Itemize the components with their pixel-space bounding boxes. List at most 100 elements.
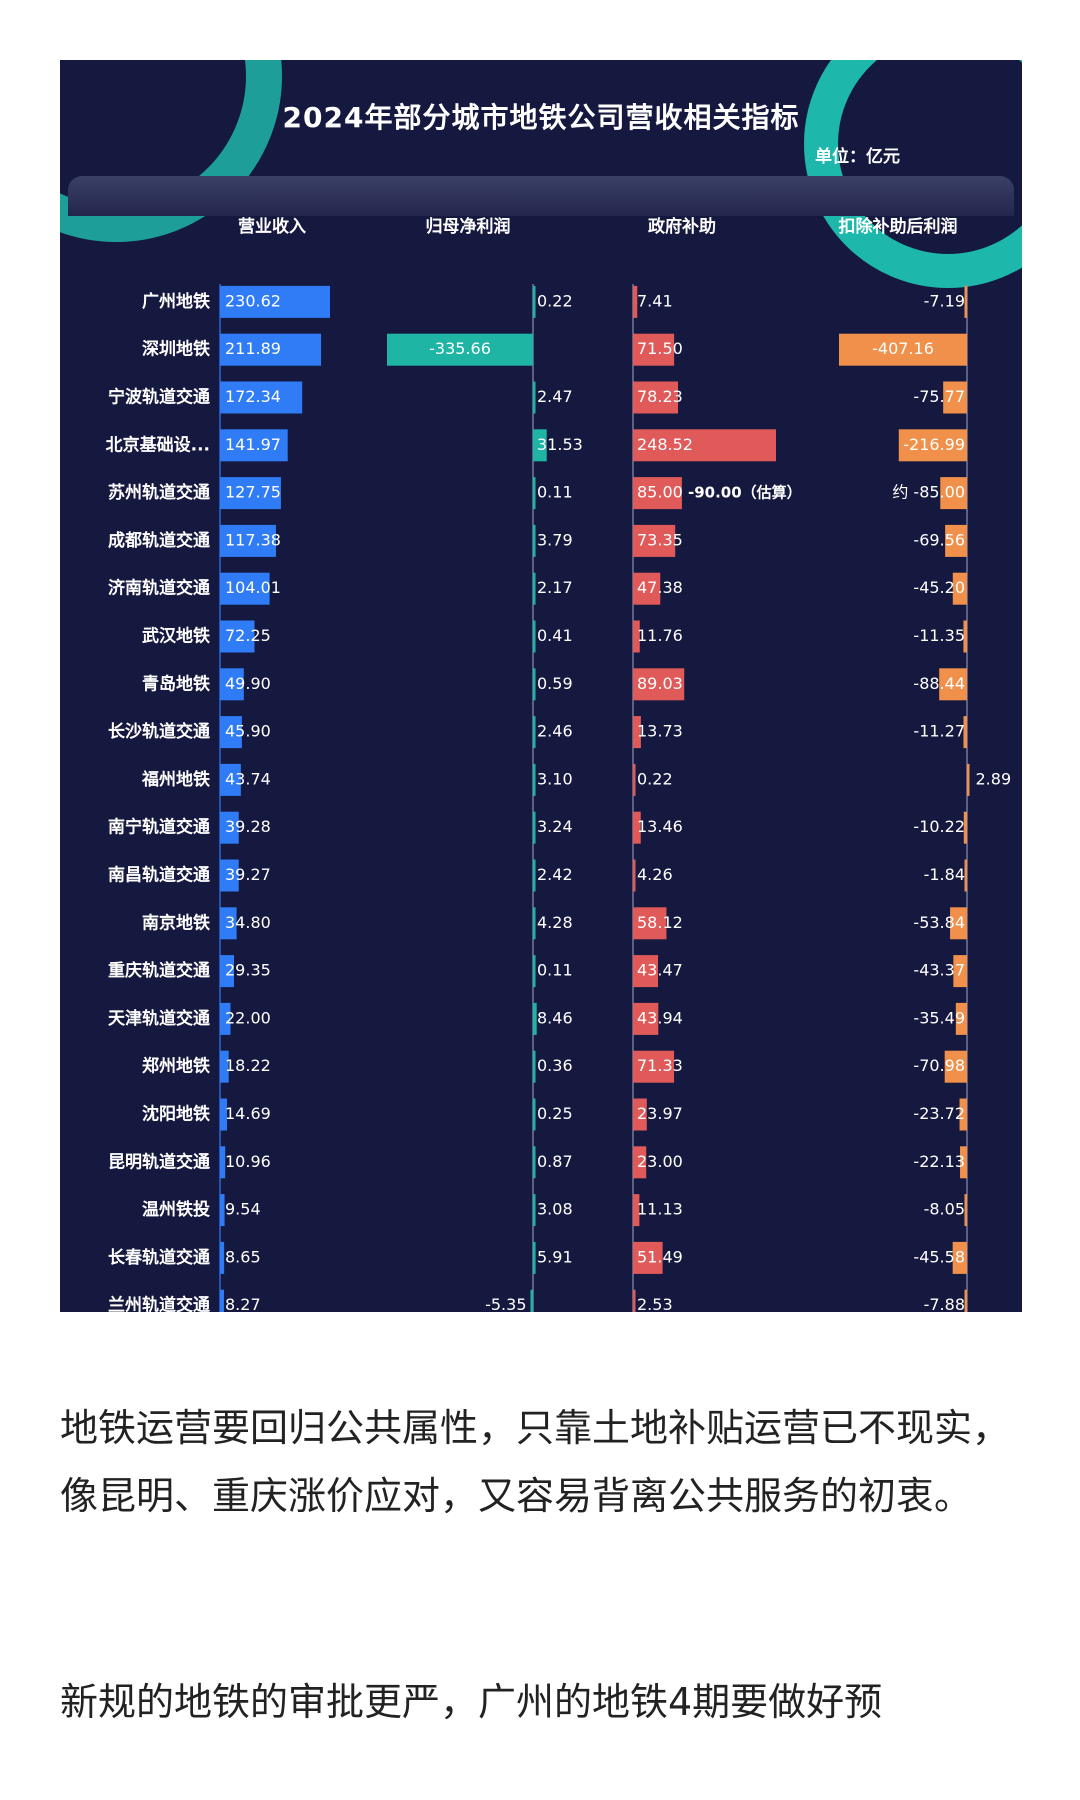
data-label: 34.80 — [225, 913, 271, 932]
row-label: 北京基础设... — [106, 434, 210, 455]
data-label: 71.33 — [637, 1056, 683, 1075]
data-label: 14.69 — [225, 1104, 271, 1123]
data-label: -45.58 — [913, 1247, 965, 1266]
bar — [964, 859, 967, 892]
bar — [220, 1146, 226, 1179]
bar — [533, 285, 536, 318]
bar — [220, 1002, 231, 1035]
column-header-2: 归母净利润 — [426, 216, 511, 237]
data-label: 4.26 — [637, 865, 673, 884]
bar — [220, 620, 255, 653]
data-label: 85.00 — [637, 483, 683, 502]
bar — [533, 1241, 536, 1274]
bar — [220, 381, 303, 414]
data-label: -43.37 — [913, 961, 965, 980]
bar — [963, 811, 967, 844]
data-label: -5.35 — [485, 1295, 526, 1312]
bar — [633, 429, 776, 462]
row-label: 南宁轨道交通 — [108, 817, 210, 838]
bar — [533, 763, 536, 796]
column-header-1: 营业收入 — [238, 216, 306, 237]
bar — [633, 1194, 640, 1227]
column-header-4: 扣除补助后利润 — [839, 216, 958, 237]
data-label: -10.22 — [913, 817, 965, 836]
data-label: 0.25 — [537, 1104, 573, 1123]
data-label: 13.46 — [637, 817, 683, 836]
data-label: 45.90 — [225, 722, 271, 741]
bar — [633, 1241, 663, 1274]
bar — [533, 572, 536, 605]
bar — [533, 477, 536, 510]
column-header-band — [68, 176, 1014, 216]
data-label: -335.66 — [429, 339, 491, 358]
bar — [964, 1194, 967, 1227]
data-label: 0.41 — [537, 626, 573, 645]
bar — [220, 285, 330, 318]
data-label: 2.53 — [637, 1295, 673, 1312]
bar — [220, 1098, 228, 1131]
bar — [220, 1241, 225, 1274]
bar — [633, 524, 676, 557]
bar — [533, 429, 547, 462]
data-label: 11.13 — [637, 1200, 683, 1219]
bar — [533, 811, 536, 844]
bar — [633, 907, 667, 940]
row-label: 长沙轨道交通 — [108, 721, 210, 742]
bar — [940, 477, 967, 510]
data-label: 2.47 — [537, 387, 573, 406]
data-label: 0.11 — [537, 961, 573, 980]
bar — [633, 716, 641, 749]
data-label: 8.27 — [225, 1295, 261, 1312]
data-label: -75.77 — [913, 387, 965, 406]
bar — [387, 333, 533, 366]
bar — [633, 477, 682, 510]
data-label: 43.47 — [637, 961, 683, 980]
row-label: 沈阳地铁 — [142, 1104, 210, 1125]
bar — [533, 1098, 536, 1131]
data-label: -22.13 — [913, 1152, 965, 1171]
data-label: 29.35 — [225, 961, 271, 980]
data-label: 5.91 — [537, 1247, 573, 1266]
bar — [533, 668, 536, 701]
data-label: 73.35 — [637, 530, 683, 549]
bar — [898, 429, 967, 462]
data-label: -407.16 — [872, 339, 934, 358]
data-label: 2.46 — [537, 722, 573, 741]
row-label: 武汉地铁 — [142, 626, 210, 647]
data-label: 58.12 — [637, 913, 683, 932]
row-label: 南京地铁 — [142, 912, 210, 933]
data-label: 43.94 — [637, 1008, 683, 1027]
data-label: -53.84 — [913, 913, 965, 932]
bar — [633, 1002, 659, 1035]
data-label: 8.65 — [225, 1247, 261, 1266]
data-label: 51.49 — [637, 1247, 683, 1266]
bar — [839, 333, 967, 366]
row-label: 天津轨道交通 — [108, 1008, 210, 1029]
chart-panel: 2024年部分城市地铁公司营收相关指标 单位：亿元 营业收入 归母净利润 政府补助 扣… — [60, 60, 1022, 1312]
data-label: 3.24 — [537, 817, 573, 836]
bar — [943, 381, 967, 414]
chart-svg: 营业收入 归母净利润 政府补助 扣除补助后利润广州地铁深圳地铁宁波轨道交通北京基础设.… — [106, 216, 1012, 1312]
data-label: 31.53 — [537, 435, 583, 454]
row-label: 南昌轨道交通 — [108, 865, 210, 886]
row-label: 福州地铁 — [141, 769, 210, 790]
data-label: 71.50 — [637, 339, 683, 358]
data-label: 172.34 — [225, 387, 281, 406]
bar — [633, 1098, 647, 1131]
data-label: -11.35 — [913, 626, 965, 645]
data-label: 230.62 — [225, 291, 281, 310]
data-label: 2.89 — [976, 769, 1012, 788]
data-label: 3.79 — [537, 530, 573, 549]
data-label: 72.25 — [225, 626, 271, 645]
bar — [533, 1050, 536, 1083]
bar — [533, 1002, 537, 1035]
data-label: 0.59 — [537, 674, 573, 693]
bar — [533, 907, 536, 940]
bar — [963, 716, 967, 749]
bar — [952, 572, 967, 605]
data-label: 104.01 — [225, 578, 281, 597]
row-label: 济南轨道交通 — [108, 578, 210, 599]
data-label: 22.00 — [225, 1008, 271, 1027]
data-label: 23.00 — [637, 1152, 683, 1171]
bar — [633, 1146, 647, 1179]
